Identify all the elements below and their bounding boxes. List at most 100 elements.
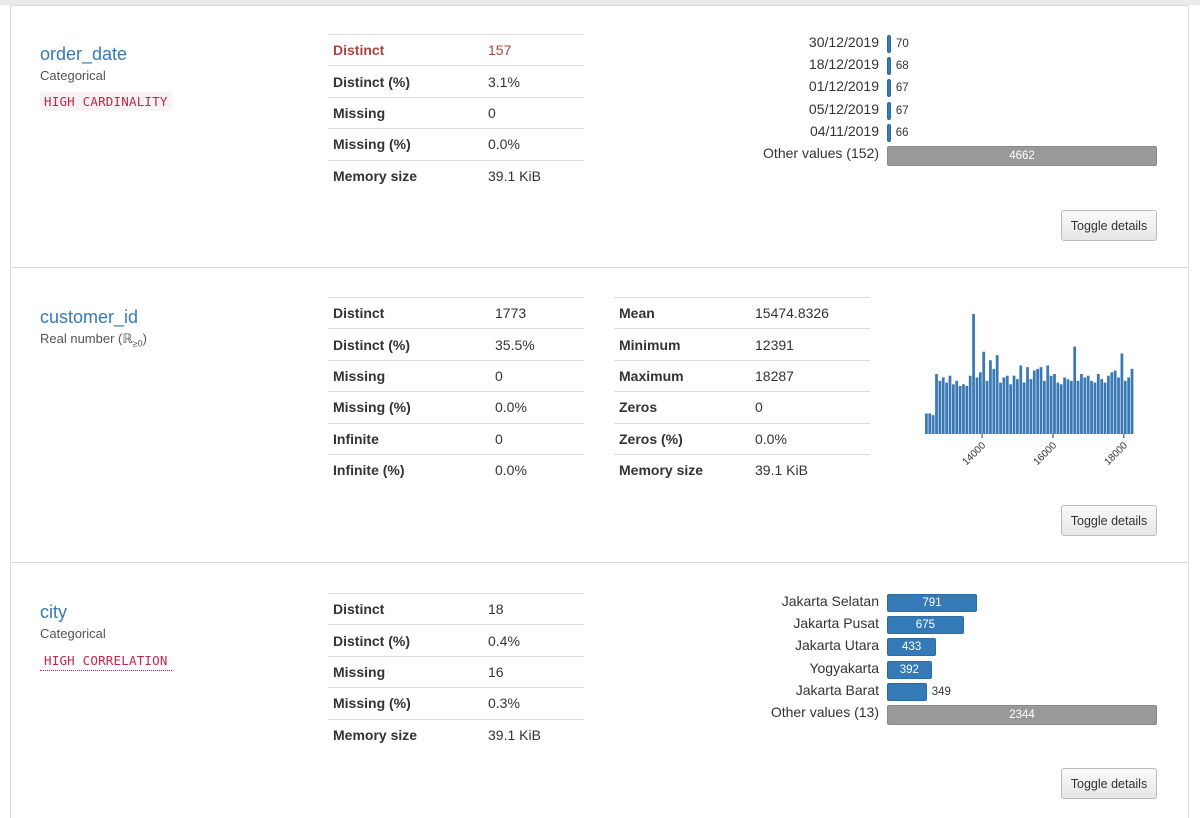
- stats-row: Missing 0: [328, 359, 584, 392]
- toggle-details-button[interactable]: Toggle details: [1061, 210, 1157, 241]
- histogram-bar: [948, 375, 952, 434]
- frequency-label: 05/12/2019: [808, 100, 879, 117]
- stats-row: Distinct 18: [328, 592, 584, 625]
- histogram-bar: [1012, 375, 1016, 434]
- stats-row: Distinct (%) 3.1%: [328, 65, 584, 98]
- stat-label: Missing (%): [328, 128, 483, 161]
- frequency-count: 392: [899, 663, 919, 676]
- panel-right-border: [1188, 5, 1189, 818]
- histogram-bar: [1093, 382, 1097, 434]
- frequency-count: 68: [895, 60, 909, 73]
- histogram-bar: [945, 382, 948, 434]
- histogram-bar: [1002, 377, 1006, 434]
- frequency-label: 30/12/2019: [808, 34, 879, 50]
- stats-table: Distinct 18 Distinct (%) 0.4% Missing 16 Mi…: [328, 592, 584, 750]
- frequency-bar: [887, 660, 932, 679]
- stat-label: Missing: [328, 96, 483, 129]
- histogram-bar: [931, 415, 935, 434]
- variable-name-link[interactable]: customer_id: [40, 307, 139, 327]
- toggle-details-button[interactable]: Toggle details: [1061, 505, 1157, 536]
- variable-type: Categorical: [40, 68, 106, 83]
- stat-label: Memory size: [328, 718, 483, 750]
- stat-value: 0.0%: [750, 422, 870, 455]
- histogram-bar: [989, 360, 992, 434]
- stat-label: Distinct: [328, 33, 483, 66]
- panel-left-border: [10, 5, 11, 818]
- histogram-bar: [965, 386, 969, 434]
- stat-value: 0.0%: [490, 391, 584, 424]
- stats-row: Memory size 39.1 KiB: [328, 159, 584, 191]
- frequency-count: 67: [895, 104, 909, 117]
- histogram-bar: [1069, 380, 1073, 434]
- other-values-bar: 4662: [887, 146, 1157, 166]
- frequency-bar: [887, 79, 891, 98]
- histogram-bar: [978, 372, 982, 434]
- frequency-label: Jakarta Selatan: [781, 593, 879, 609]
- frequency-bar: [887, 616, 964, 635]
- histogram-bar: [1066, 379, 1070, 434]
- stat-label: Distinct: [328, 296, 490, 329]
- stats-row: Maximum 18287: [614, 359, 870, 392]
- stats-row: Zeros 0: [614, 391, 870, 424]
- stat-label: Mean: [614, 296, 750, 329]
- histogram-bar: [1127, 377, 1131, 434]
- variable-name-link[interactable]: city: [40, 602, 67, 622]
- stat-value: 1773: [490, 296, 584, 329]
- frequency-label: 01/12/2019: [808, 78, 879, 95]
- histogram-bar: [1083, 377, 1087, 434]
- stat-label: Missing (%): [328, 687, 483, 720]
- frequency-count: 433: [902, 641, 922, 654]
- frequency-bar: [887, 123, 891, 142]
- frequency-bar: [887, 57, 891, 76]
- histogram-bar: [1073, 346, 1077, 434]
- variable-type: Real number (ℝ≥0): [40, 331, 147, 349]
- warning-badge: HIGH CARDINALITY: [40, 92, 172, 111]
- type-text: Real number (: [40, 331, 123, 346]
- histogram-chart: 14000 16000 18000: [925, 314, 1134, 468]
- frequency-label: Jakarta Pusat: [793, 615, 879, 632]
- histogram-bar: [1063, 377, 1066, 434]
- x-tick-label: 14000: [961, 440, 989, 468]
- histogram-bar: [941, 377, 945, 434]
- section-divider: [11, 267, 1188, 268]
- stat-label: Memory size: [328, 159, 483, 191]
- histogram-bar: [1046, 365, 1050, 434]
- stat-label: Missing (%): [328, 391, 490, 424]
- stat-value: 12391: [750, 328, 870, 361]
- frequency-label: Jakarta Barat: [795, 681, 879, 698]
- histogram-bar: [951, 384, 955, 434]
- frequency-label: Jakarta Utara: [794, 637, 879, 654]
- histogram-bar: [958, 386, 962, 434]
- histogram-bar: [1022, 382, 1026, 434]
- other-values-label: Other values (13): [770, 704, 879, 720]
- histogram-bar: [925, 413, 928, 434]
- stat-label: Zeros (%): [614, 422, 750, 455]
- toggle-details-button[interactable]: Toggle details: [1061, 768, 1157, 799]
- histogram-bar: [1009, 384, 1013, 434]
- stat-label: Infinite (%): [328, 453, 490, 486]
- histogram-bar: [928, 413, 932, 434]
- frequency-bar: [887, 638, 937, 657]
- histogram-bar: [1005, 375, 1009, 434]
- stat-label: Minimum: [614, 328, 750, 361]
- frequency-count: 67: [895, 82, 909, 95]
- stats-row: Infinite 0: [328, 422, 584, 455]
- variable-name-link[interactable]: order_date: [40, 44, 128, 64]
- stats-row: Zeros (%) 0.0%: [614, 422, 870, 455]
- frequency-count: 349: [931, 685, 951, 698]
- section-divider: [11, 562, 1188, 563]
- page-top-border: [0, 0, 1200, 5]
- type-symbol: ℝ: [122, 331, 133, 346]
- stats-row: Infinite (%) 0.0%: [328, 453, 584, 486]
- histogram-bar: [1086, 375, 1090, 434]
- other-values-label: Other values (152): [763, 145, 879, 161]
- other-values-bar: 2344: [887, 705, 1157, 725]
- histogram-bar: [1042, 380, 1046, 434]
- variable-type: Categorical: [40, 626, 106, 641]
- stat-value: 15474.8326: [750, 296, 870, 329]
- warning-badge[interactable]: HIGH CORRELATION: [40, 651, 172, 671]
- histogram-bar: [1019, 365, 1023, 434]
- stats-row: Missing (%) 0.0%: [328, 391, 584, 424]
- histogram-bar: [975, 377, 979, 434]
- histogram-bar: [1107, 375, 1110, 434]
